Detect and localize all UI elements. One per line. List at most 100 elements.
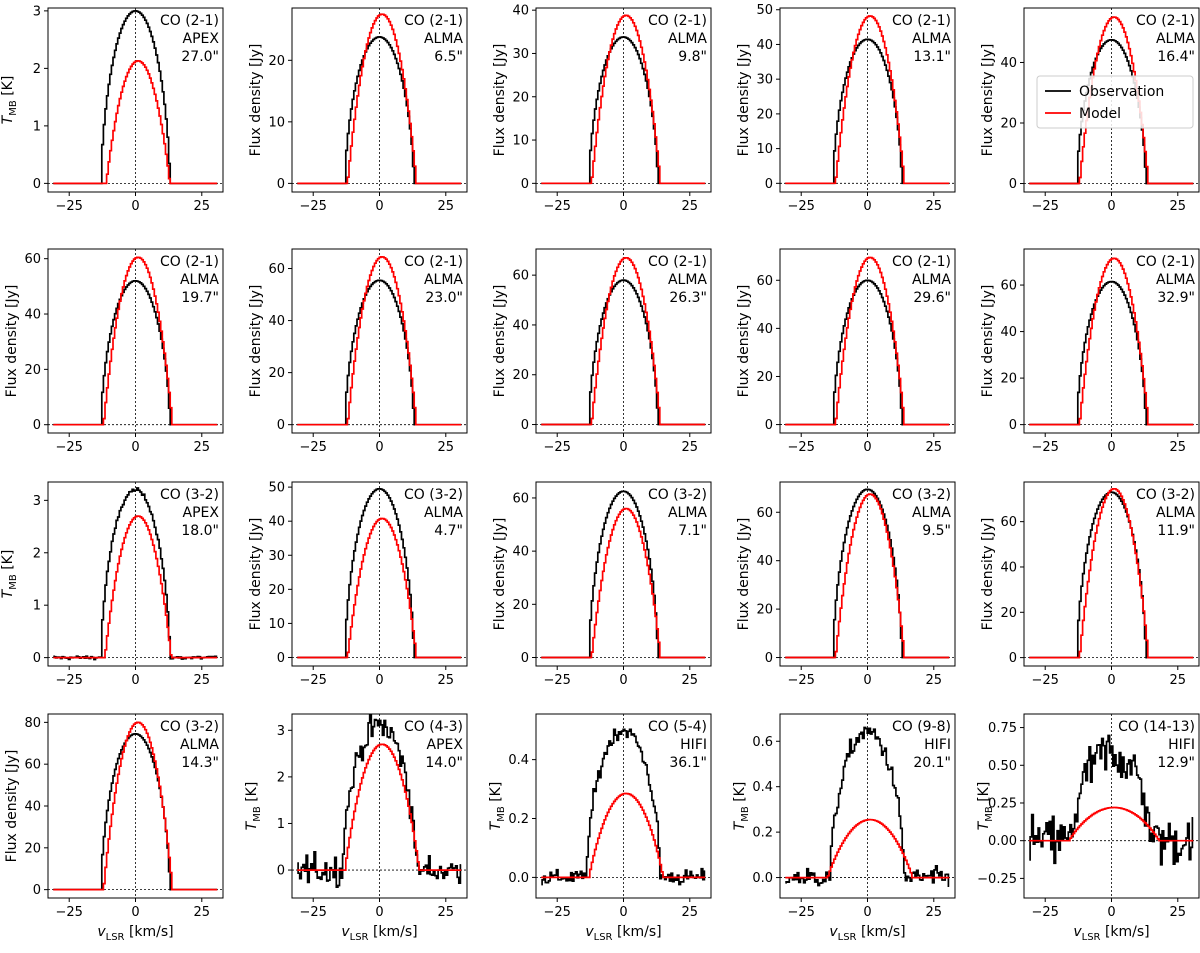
y-tick-label: 0 <box>277 864 285 879</box>
transition-label: CO (3-2) <box>404 487 463 503</box>
y-axis-label: Flux density [Jy] <box>4 750 20 863</box>
y-tick-label: 3 <box>277 724 285 739</box>
x-tick-label: 0 <box>131 440 139 455</box>
beam-label: 16.4" <box>1157 49 1195 65</box>
telescope-label: ALMA <box>424 505 463 521</box>
beam-label: 27.0" <box>181 49 219 65</box>
beam-label: 23.0" <box>425 290 463 306</box>
telescope-label: ALMA <box>424 272 463 288</box>
x-tick-label: 25 <box>438 905 455 920</box>
y-tick-label: 40 <box>512 4 529 19</box>
observation-series <box>785 726 950 887</box>
y-tick-label: 20 <box>1000 606 1017 621</box>
x-tick-label: −25 <box>1031 440 1058 455</box>
y-tick-label: 0 <box>277 177 285 192</box>
telescope-label: HIFI <box>1168 737 1195 753</box>
y-tick-label: 0.25 <box>988 796 1017 811</box>
telescope-label: ALMA <box>912 272 951 288</box>
transition-label: CO (2-1) <box>404 13 463 29</box>
model-series <box>1029 487 1194 659</box>
legend: Observation Model <box>1036 75 1194 129</box>
y-axis-label: Flux density [Jy] <box>492 44 508 157</box>
telescope-label: ALMA <box>180 272 219 288</box>
transition-label: CO (2-1) <box>1136 254 1195 270</box>
x-tick-label: 0 <box>1107 199 1115 214</box>
transition-label: CO (5-4) <box>648 719 707 735</box>
y-tick-label: 0 <box>521 418 529 433</box>
y-tick-label: 20 <box>512 90 529 105</box>
panel-5: −25 0 25 0 20 40 Flux density [Jy] CO (2-1) ALMA… <box>980 7 1200 214</box>
y-tick-label: 0.50 <box>988 759 1017 774</box>
y-tick-label: 1 <box>33 599 41 614</box>
beam-label: 9.5" <box>922 523 951 539</box>
x-tick-label: −25 <box>299 440 326 455</box>
model-series <box>1029 806 1194 842</box>
y-tick-label: 20 <box>268 54 285 69</box>
y-tick-label: 0 <box>277 651 285 666</box>
panel-11: −25 0 25 0 1 2 3 TMB [K] CO (3-2) APEX 18.0" <box>0 481 224 688</box>
x-tick-label: −25 <box>543 440 570 455</box>
y-axis-label: TMB [K] <box>0 76 19 125</box>
x-tick-label: 25 <box>194 199 211 214</box>
y-tick-label: 20 <box>512 598 529 613</box>
y-tick-label: 3 <box>33 494 41 509</box>
y-tick-label: 20 <box>1000 117 1017 132</box>
y-tick-label: 20 <box>1000 372 1017 387</box>
x-tick-label: 25 <box>438 673 455 688</box>
x-tick-label: −25 <box>787 905 814 920</box>
y-tick-label: 60 <box>512 491 529 506</box>
y-tick-label: 10 <box>756 142 773 157</box>
y-axis-label: Flux density [Jy] <box>736 518 752 631</box>
panel-10: −25 0 25 0 20 40 60 Flux density [Jy] CO (2-1) AL… <box>980 248 1200 455</box>
y-tick-label: 0 <box>33 418 41 433</box>
x-tick-label: −25 <box>543 199 570 214</box>
transition-label: CO (2-1) <box>892 254 951 270</box>
y-tick-label: 20 <box>268 583 285 598</box>
beam-label: 29.6" <box>913 290 951 306</box>
y-tick-label: 60 <box>1000 279 1017 294</box>
transition-label: CO (3-2) <box>160 487 219 503</box>
y-axis-label: Flux density [Jy] <box>736 285 752 398</box>
transition-label: CO (2-1) <box>1136 13 1195 29</box>
x-tick-label: 0 <box>375 199 383 214</box>
beam-label: 12.9" <box>1157 755 1195 771</box>
y-tick-label: 40 <box>268 314 285 329</box>
x-tick-label: 0 <box>131 199 139 214</box>
x-tick-label: −25 <box>299 673 326 688</box>
x-tick-label: −25 <box>1031 199 1058 214</box>
panel-15: −25 0 25 0 20 40 60 Flux density [Jy] CO (3-2) AL… <box>980 481 1200 688</box>
telescope-label: APEX <box>183 31 220 47</box>
y-tick-label: 2 <box>277 770 285 785</box>
x-tick-label: 0 <box>131 673 139 688</box>
model-series <box>785 15 950 185</box>
transition-label: CO (3-2) <box>160 719 219 735</box>
beam-label: 4.7" <box>434 523 463 539</box>
model-series <box>785 256 950 426</box>
x-tick-label: 25 <box>926 440 943 455</box>
model-series <box>53 256 218 426</box>
y-tick-label: 0 <box>765 418 773 433</box>
x-tick-label: 0 <box>1107 905 1115 920</box>
y-tick-label: 1 <box>33 119 41 134</box>
beam-label: 20.1" <box>913 755 951 771</box>
transition-label: CO (2-1) <box>160 13 219 29</box>
y-tick-label: 60 <box>512 269 529 284</box>
model-series <box>541 507 706 659</box>
y-tick-label: 40 <box>24 308 41 323</box>
x-tick-label: 25 <box>682 905 699 920</box>
panel-16: −25 0 25 0 20 40 60 80 Flux density [Jy] vLSR [km… <box>4 713 224 943</box>
transition-label: CO (2-1) <box>404 254 463 270</box>
y-axis-label: Flux density [Jy] <box>248 285 264 398</box>
y-tick-label: 0 <box>1009 418 1017 433</box>
telescope-label: ALMA <box>912 505 951 521</box>
model-series <box>541 14 706 185</box>
y-axis-label: Flux density [Jy] <box>980 285 996 398</box>
y-tick-label: 0.4 <box>508 753 529 768</box>
telescope-label: HIFI <box>680 737 707 753</box>
y-tick-label: 20 <box>24 841 41 856</box>
telescope-label: APEX <box>183 505 220 521</box>
x-tick-label: −25 <box>543 905 570 920</box>
x-axis-label: vLSR [km/s] <box>829 924 905 943</box>
legend-label: Observation <box>1079 84 1164 100</box>
